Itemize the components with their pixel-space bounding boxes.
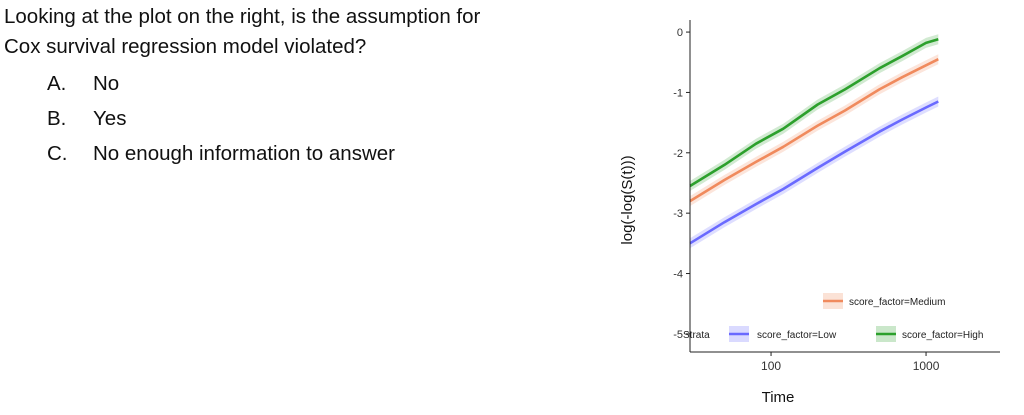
legend: Strata score_factor=Medium score_factor=Lo… <box>683 293 983 342</box>
option-letter: B. <box>47 107 67 130</box>
option-c: C. No enough information to answer <box>4 136 604 171</box>
question-block: Looking at the plot on the right, is the… <box>4 2 604 171</box>
y-tick-label: -5 <box>673 329 683 341</box>
option-b: B. Yes <box>4 101 604 136</box>
y-tick-label: 0 <box>677 27 683 39</box>
series-line-0 <box>689 38 939 188</box>
answer-options: A. No B. Yes C. No enough information to an… <box>4 66 604 171</box>
option-letter: C. <box>47 142 68 165</box>
question-line-2: Cox survival regression model violated? <box>4 35 367 58</box>
legend-entry-medium: score_factor=Medium <box>849 297 945 308</box>
x-axis-label: Time <box>762 389 795 406</box>
y-tick-label: -4 <box>673 269 683 281</box>
option-text: No <box>93 72 120 95</box>
option-text: Yes <box>93 107 127 130</box>
x-tick-label: 1000 <box>913 359 940 373</box>
plot-area <box>689 34 939 249</box>
option-text: No enough information to answer <box>93 142 395 165</box>
x-tick-label: 100 <box>761 359 781 373</box>
legend-entry-low: score_factor=Low <box>757 330 837 341</box>
series-line-1 <box>689 58 939 203</box>
axes: 0 -1 -2 -3 -4 -5 100 1000 <box>673 20 1000 373</box>
y-tick-label: -3 <box>673 208 683 220</box>
option-letter: A. <box>47 72 67 95</box>
option-a: A. No <box>4 66 604 101</box>
series-line-2 <box>689 100 939 245</box>
legend-title: Strata <box>683 330 710 341</box>
y-tick-label: -2 <box>673 148 683 160</box>
question-line-1: Looking at the plot on the right, is the… <box>4 5 481 28</box>
confidence-band-0 <box>690 34 939 191</box>
y-tick-label: -1 <box>673 87 683 99</box>
y-axis-label: log(-log(S(t))) <box>620 155 636 244</box>
legend-entry-high: score_factor=High <box>902 330 983 341</box>
